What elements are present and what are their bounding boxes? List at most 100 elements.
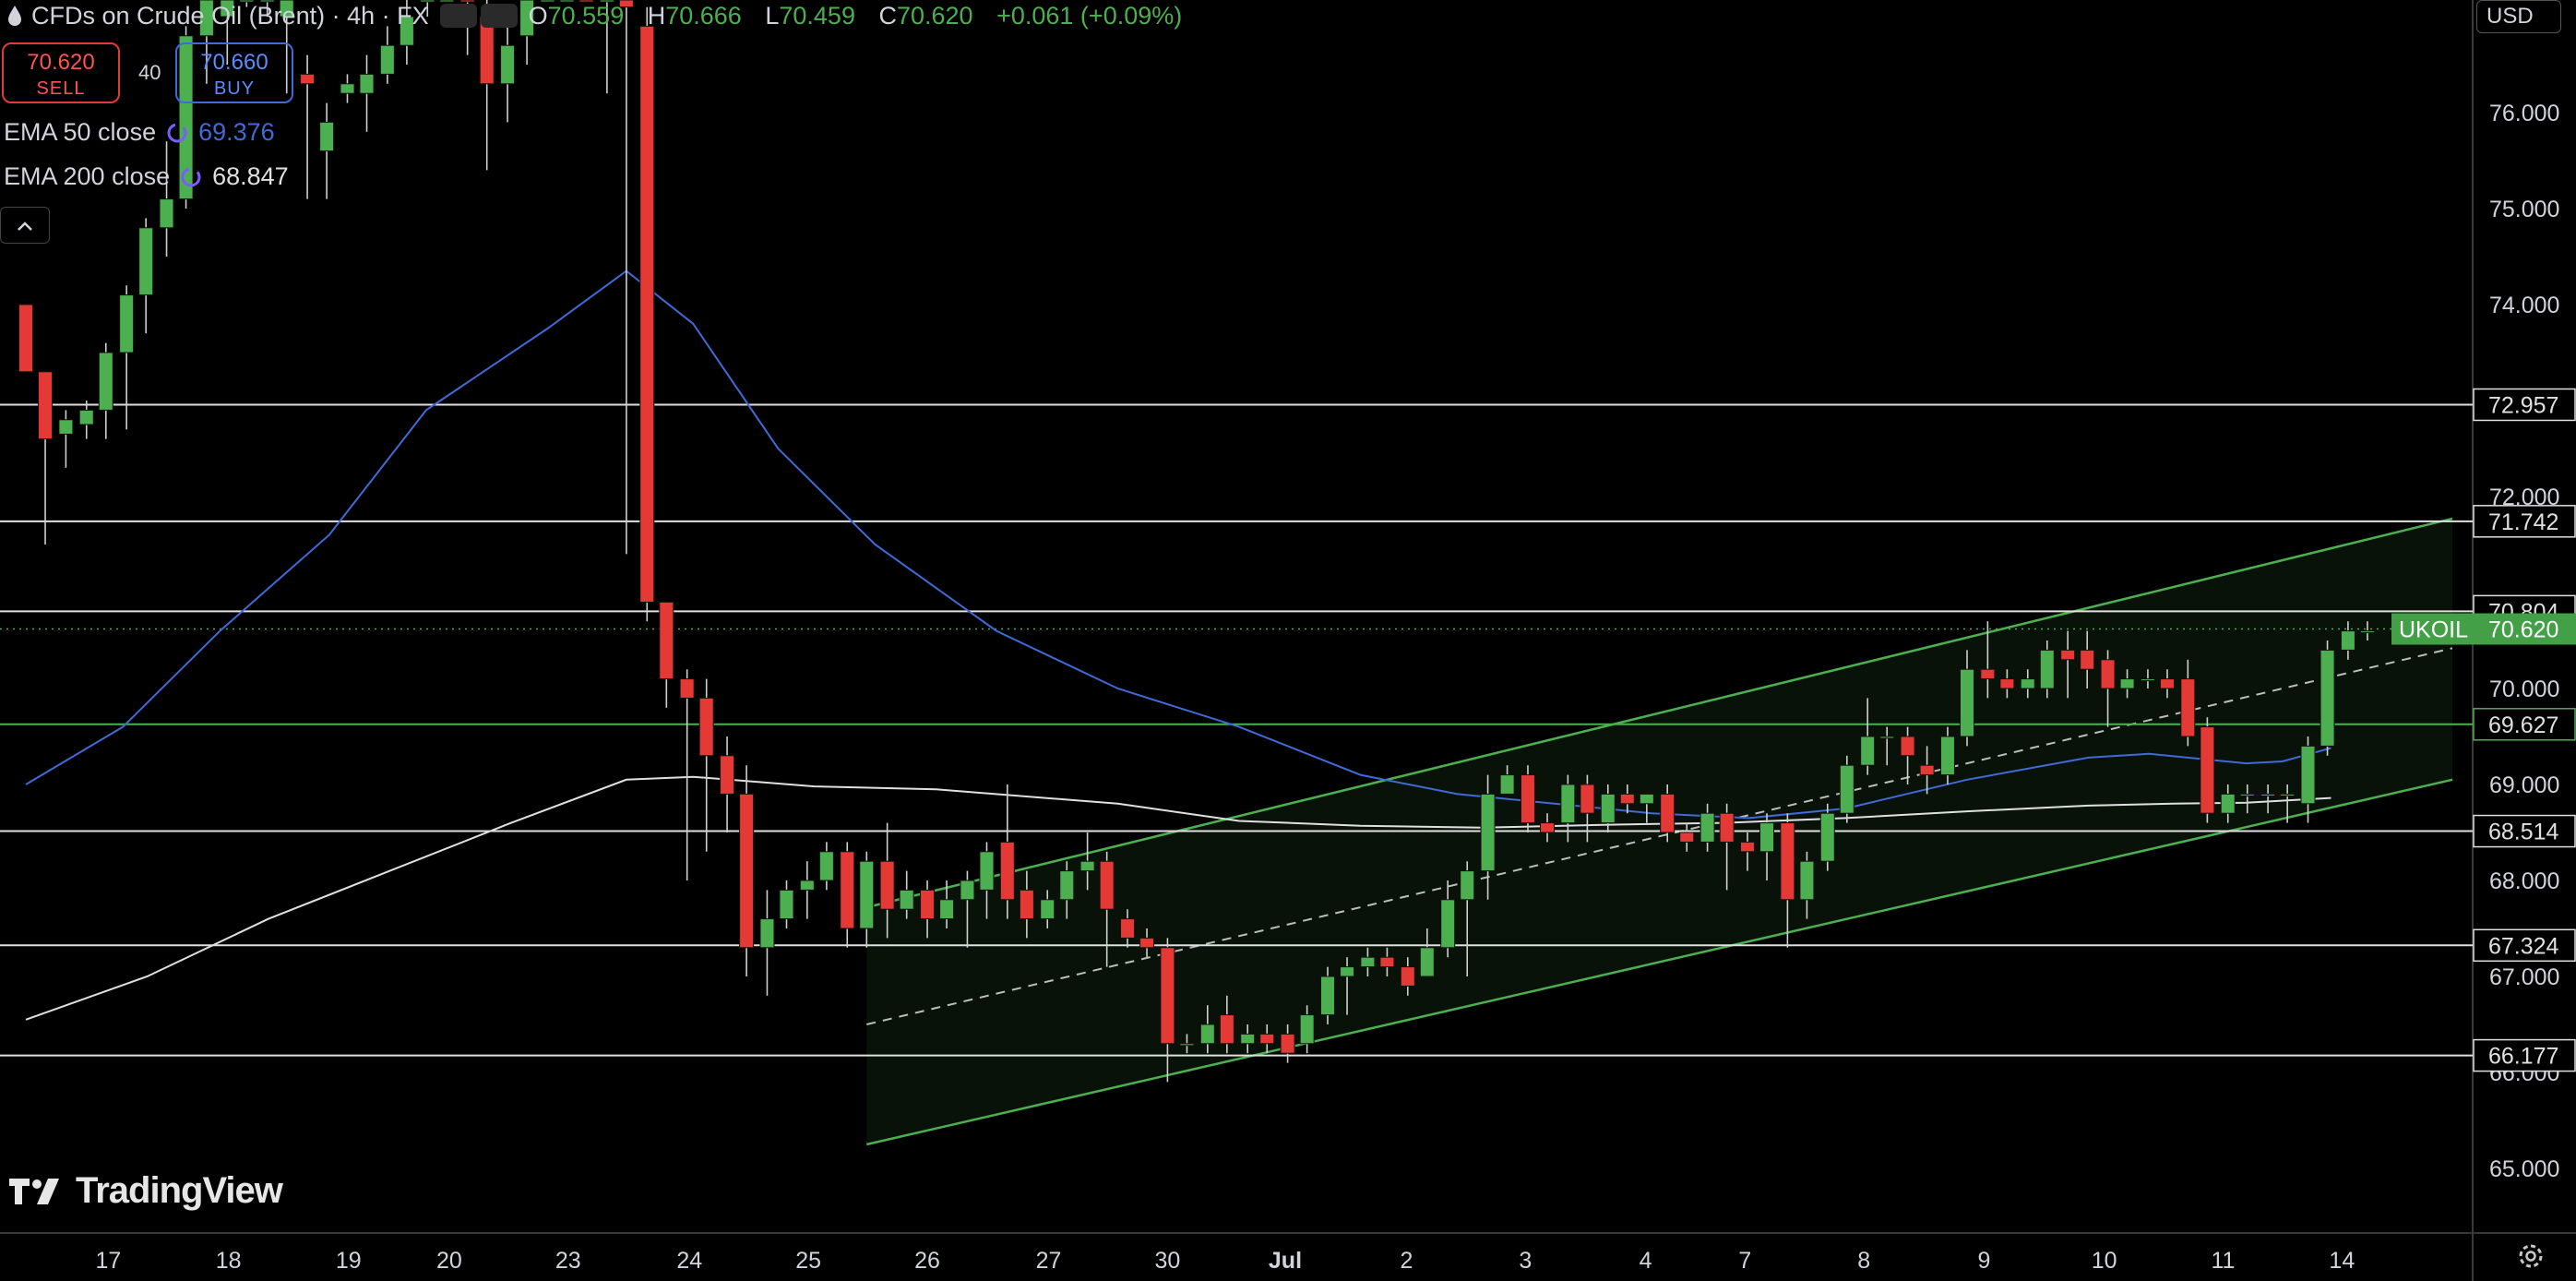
candle-body	[138, 227, 154, 296]
candle	[739, 765, 755, 976]
candle-body	[2300, 745, 2316, 805]
candle-body	[1179, 1043, 1195, 1047]
candle-body	[2220, 793, 2236, 814]
candle	[599, 0, 614, 94]
candle-body	[1099, 860, 1115, 910]
candle	[1699, 803, 1715, 852]
candle	[1379, 947, 1395, 976]
candle	[1580, 774, 1595, 843]
candle-body	[1199, 1024, 1215, 1045]
sell-button[interactable]: 70.620 SELL	[2, 42, 120, 103]
candle	[1860, 698, 1876, 775]
candle	[2220, 784, 2236, 823]
price-axis[interactable]: 65.00066.00067.00068.00069.00070.00072.0…	[2391, 101, 2576, 1182]
candle	[1819, 803, 1835, 871]
refresh-icon[interactable]	[179, 165, 203, 189]
channel-upper-line[interactable]	[865, 517, 2453, 909]
level-price-tag[interactable]: 68.514	[2473, 814, 2576, 848]
time-tick-label: 4	[1640, 1248, 1652, 1274]
level-price-tag[interactable]: 67.324	[2473, 928, 2576, 963]
candle	[698, 678, 714, 852]
level-price-tag[interactable]: 66.177	[2473, 1038, 2576, 1072]
time-tick-label: 17	[96, 1248, 122, 1274]
candle	[1240, 1024, 1256, 1054]
candle-body	[1460, 870, 1475, 901]
ema200-legend[interactable]: EMA 200 close 68.847	[4, 162, 289, 191]
level-price-tag[interactable]: 69.627	[2473, 708, 2576, 741]
collapse-legend-button[interactable]	[0, 207, 50, 244]
currency-selector[interactable]: USD	[2476, 0, 2561, 33]
candle-body	[540, 0, 555, 3]
candle	[98, 342, 113, 439]
symbol-legend[interactable]: CFDs on Crude Oil (Brent) · 4h · FX O70.…	[0, 0, 1199, 31]
candle-body	[899, 889, 914, 910]
candle-body	[1160, 947, 1175, 1045]
time-tick-label: 20	[436, 1248, 462, 1274]
candle-body	[679, 678, 695, 699]
candle-body	[1739, 841, 1755, 853]
candle	[2020, 669, 2035, 699]
price-tick-label: 68.000	[2489, 868, 2559, 894]
candle-body	[2320, 649, 2335, 747]
current-price-label: 70.620	[2488, 617, 2558, 643]
candle	[18, 304, 33, 373]
candle	[138, 218, 154, 334]
candle-body	[220, 0, 235, 18]
channel-lower-line[interactable]	[866, 778, 2453, 1146]
candle	[220, 0, 235, 65]
candle-body	[198, 0, 214, 37]
gear-icon[interactable]	[2515, 1240, 2546, 1272]
wave-icon[interactable]	[480, 4, 518, 28]
candle-body	[1379, 956, 1395, 968]
level-price-label: 72.957	[2488, 392, 2558, 418]
buy-button[interactable]: 70.660 BUY	[175, 42, 293, 103]
candle-body	[119, 294, 135, 353]
symbol-title[interactable]: CFDs on Crude Oil (Brent) · 4h · FX	[31, 1, 429, 30]
candle	[2280, 784, 2296, 823]
candle-body	[1980, 668, 1996, 680]
candle-body	[18, 304, 33, 373]
candle-body	[1059, 870, 1075, 901]
hide-icon[interactable]	[439, 4, 477, 28]
horizontal-levels[interactable]	[0, 403, 2473, 1057]
candle-body	[1259, 1033, 1275, 1045]
time-tick-label: 8	[1857, 1248, 1870, 1274]
ema50-legend[interactable]: EMA 50 close 69.376	[4, 118, 275, 147]
candle-body	[420, 0, 435, 3]
candle-body	[1999, 678, 2015, 689]
level-price-tag[interactable]: 72.957	[2473, 388, 2576, 422]
candle	[2300, 736, 2316, 823]
candle-body	[1819, 812, 1835, 862]
candle-body	[359, 73, 375, 94]
ema200-value: 68.847	[212, 162, 289, 190]
candle-body	[1360, 956, 1376, 968]
price-tick-label: 76.000	[2489, 101, 2559, 126]
candle-body	[2260, 793, 2276, 796]
channel-mid-line[interactable]	[866, 647, 2453, 1025]
time-tick-label: 7	[1738, 1248, 1751, 1274]
candle	[1400, 957, 1415, 996]
candle-body	[1280, 1033, 1295, 1054]
candle	[659, 601, 674, 708]
candle-body	[159, 198, 174, 229]
open-label: O	[528, 1, 548, 30]
ema50-label: EMA 50 close	[4, 118, 157, 146]
time-tick-label: 26	[914, 1248, 940, 1274]
ema50-value: 69.376	[198, 118, 275, 146]
candle-body	[879, 860, 895, 910]
candle	[259, 0, 275, 17]
candle-body	[1879, 736, 1895, 739]
ohlc-values: O70.559 H70.666 L70.459 C70.620 +0.061 (…	[529, 2, 1199, 30]
candle-body	[759, 918, 775, 949]
legend-controls[interactable]	[439, 4, 518, 28]
candle	[119, 285, 135, 430]
candle-body	[979, 851, 995, 891]
candle	[1360, 947, 1376, 976]
level-price-tag[interactable]: 71.742	[2473, 505, 2576, 538]
refresh-icon[interactable]	[165, 121, 189, 145]
time-tick-label: 27	[1036, 1248, 1062, 1274]
current-price-badge[interactable]: UKOIL 70.620	[2391, 613, 2576, 645]
time-axis[interactable]: 17 18 19 20 23 24 25 26 27 30 Jul 2 3 4 7 8 9 10 11 14	[96, 1248, 2355, 1274]
candle	[679, 669, 695, 880]
